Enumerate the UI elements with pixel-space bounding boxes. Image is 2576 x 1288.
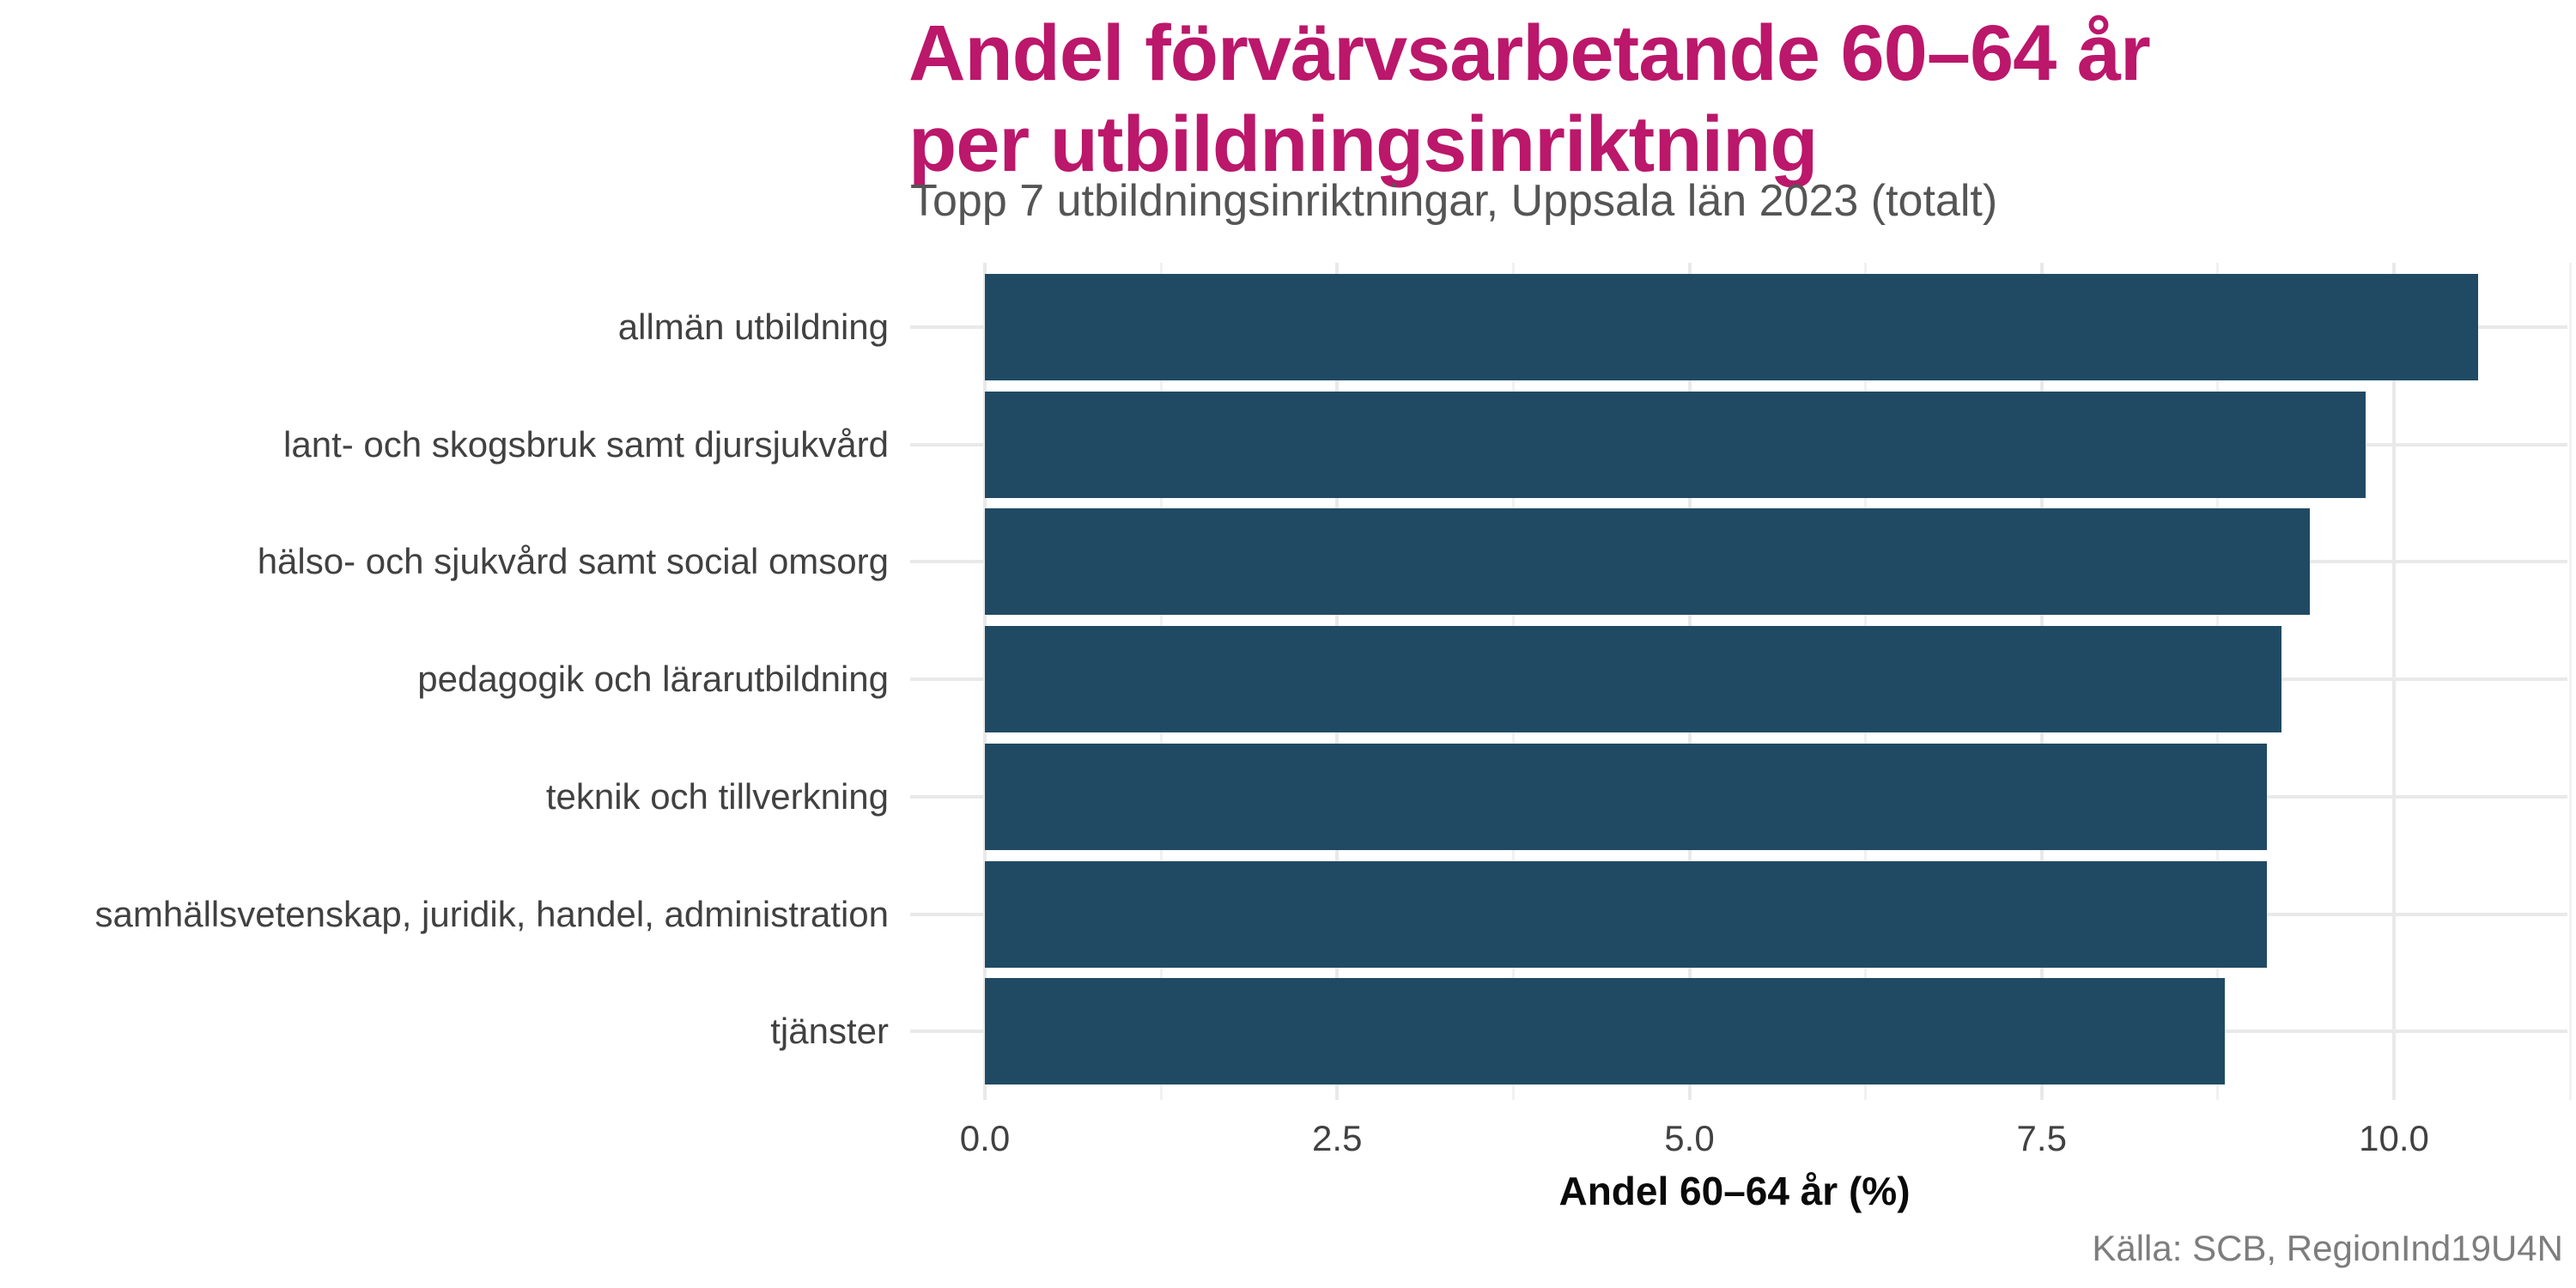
x-axis-title: Andel 60–64 år (%)	[1558, 1169, 1911, 1213]
plot-panel	[910, 263, 2572, 1100]
bar-2	[985, 391, 2366, 498]
chart-title-line1: Andel förvärvsarbetande 60–64 år	[908, 9, 2151, 97]
chart-title-line2: per utbildningsinriktning	[908, 100, 1818, 188]
gridline-vertical-minor	[2568, 263, 2572, 1100]
category-label: samhällsvetenskap, juridik, handel, admi…	[94, 893, 889, 934]
bar-4	[985, 626, 2281, 733]
category-label: teknik och tillverkning	[545, 775, 889, 817]
x-tick-label: 0.0	[959, 1118, 1011, 1158]
bar-3	[985, 508, 2310, 616]
chart-subtitle: Topp 7 utbildningsinriktningar, Uppsala …	[910, 176, 1998, 226]
x-tick-label: 7.5	[2016, 1118, 2067, 1158]
bar-1	[985, 274, 2479, 380]
bar-5	[985, 743, 2268, 850]
x-tick-label: 2.5	[1312, 1118, 1363, 1158]
gridline-vertical-major	[2392, 263, 2396, 1100]
category-label: pedagogik och lärarutbildning	[417, 659, 889, 700]
source-caption: Källa: SCB, RegionInd19U4N	[2092, 1228, 2563, 1268]
bar-7	[985, 978, 2226, 1085]
category-label: hälso- och sjukvård samt social omsorg	[257, 541, 889, 582]
category-label: allmän utbildning	[617, 307, 889, 347]
category-label: lant- och skogsbruk samt djursjukvård	[283, 423, 889, 465]
category-label: tjänster	[770, 1011, 889, 1052]
bar-6	[985, 860, 2268, 968]
x-tick-label: 5.0	[1664, 1118, 1715, 1158]
x-tick-label: 10.0	[2359, 1118, 2429, 1158]
chart-title: Andel förvärvsarbetande 60–64 år per utbi…	[908, 9, 2151, 191]
